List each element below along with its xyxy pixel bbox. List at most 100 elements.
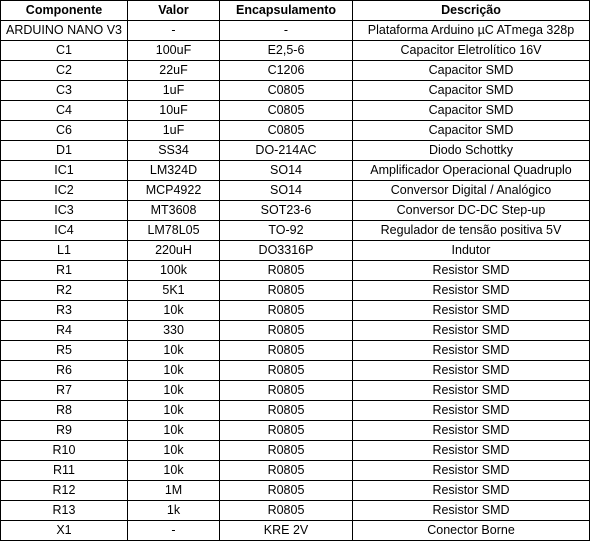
- encapsulamento-cell: R0805: [219, 280, 353, 301]
- descricao-cell: Resistor SMD: [352, 260, 590, 281]
- componente-cell: ARDUINO NANO V3: [0, 20, 128, 41]
- componente-cell: L1: [0, 240, 128, 261]
- table-row: D1 SS34 DO-214AC Diodo Schottky: [0, 140, 590, 161]
- valor-cell: 10k: [127, 460, 220, 481]
- encapsulamento-cell: R0805: [219, 380, 353, 401]
- table-row: C3 1uF C0805 Capacitor SMD: [0, 80, 590, 101]
- table-row: R10 10k R0805 Resistor SMD: [0, 440, 590, 461]
- valor-cell: 10k: [127, 360, 220, 381]
- componente-cell: C3: [0, 80, 128, 101]
- componente-cell: R3: [0, 300, 128, 321]
- componente-cell: R2: [0, 280, 128, 301]
- descricao-cell: Resistor SMD: [352, 300, 590, 321]
- table-row: R12 1M R0805 Resistor SMD: [0, 480, 590, 501]
- table-row: R11 10k R0805 Resistor SMD: [0, 460, 590, 481]
- descricao-cell: Resistor SMD: [352, 320, 590, 341]
- encapsulamento-cell: C0805: [219, 80, 353, 101]
- encapsulamento-cell: R0805: [219, 460, 353, 481]
- table-row: C1 100uF E2,5-6 Capacitor Eletrolítico 16V: [0, 40, 590, 61]
- descricao-cell: Regulador de tensão positiva 5V: [352, 220, 590, 241]
- encapsulamento-cell: KRE 2V: [219, 520, 353, 541]
- table-row: R6 10k R0805 Resistor SMD: [0, 360, 590, 381]
- valor-cell: 10uF: [127, 100, 220, 121]
- valor-cell: LM78L05: [127, 220, 220, 241]
- valor-cell: 10k: [127, 380, 220, 401]
- encapsulamento-cell: R0805: [219, 440, 353, 461]
- table-row: C4 10uF C0805 Capacitor SMD: [0, 100, 590, 121]
- valor-cell: 10k: [127, 340, 220, 361]
- table-row: C2 22uF C1206 Capacitor SMD: [0, 60, 590, 81]
- componente-cell: D1: [0, 140, 128, 161]
- valor-cell: 100uF: [127, 40, 220, 61]
- table-row: IC1 LM324D SO14 Amplificador Operacional Qu…: [0, 160, 590, 181]
- descricao-cell: Resistor SMD: [352, 480, 590, 501]
- componente-cell: R8: [0, 400, 128, 421]
- encapsulamento-cell: C1206: [219, 60, 353, 81]
- descricao-cell: Plataforma Arduino µC ATmega 328p: [352, 20, 590, 41]
- descricao-cell: Capacitor SMD: [352, 120, 590, 141]
- descricao-cell: Resistor SMD: [352, 360, 590, 381]
- encapsulamento-cell: R0805: [219, 420, 353, 441]
- descricao-cell: Indutor: [352, 240, 590, 261]
- componente-cell: IC2: [0, 180, 128, 201]
- encapsulamento-cell: R0805: [219, 360, 353, 381]
- encapsulamento-cell: R0805: [219, 500, 353, 521]
- descricao-cell: Capacitor Eletrolítico 16V: [352, 40, 590, 61]
- table-row: R1 100k R0805 Resistor SMD: [0, 260, 590, 281]
- valor-cell: 5K1: [127, 280, 220, 301]
- componente-cell: R5: [0, 340, 128, 361]
- descricao-cell: Amplificador Operacional Quadruplo: [352, 160, 590, 181]
- descricao-cell: Resistor SMD: [352, 420, 590, 441]
- valor-cell: 10k: [127, 420, 220, 441]
- componente-cell: R9: [0, 420, 128, 441]
- descricao-cell: Resistor SMD: [352, 280, 590, 301]
- encapsulamento-cell: TO-92: [219, 220, 353, 241]
- header-cell-encapsulamento: Encapsulamento: [219, 0, 353, 21]
- descricao-cell: Capacitor SMD: [352, 60, 590, 81]
- valor-cell: -: [127, 520, 220, 541]
- header-cell-componente: Componente: [0, 0, 128, 21]
- componente-cell: X1: [0, 520, 128, 541]
- descricao-cell: Resistor SMD: [352, 500, 590, 521]
- header-cell-valor: Valor: [127, 0, 220, 21]
- valor-cell: -: [127, 20, 220, 41]
- componente-cell: C4: [0, 100, 128, 121]
- descricao-cell: Diodo Schottky: [352, 140, 590, 161]
- table-row: R13 1k R0805 Resistor SMD: [0, 500, 590, 521]
- valor-cell: 1M: [127, 480, 220, 501]
- componente-cell: IC4: [0, 220, 128, 241]
- encapsulamento-cell: SOT23-6: [219, 200, 353, 221]
- valor-cell: 220uH: [127, 240, 220, 261]
- componente-cell: R6: [0, 360, 128, 381]
- encapsulamento-cell: DO3316P: [219, 240, 353, 261]
- valor-cell: LM324D: [127, 160, 220, 181]
- encapsulamento-cell: E2,5-6: [219, 40, 353, 61]
- descricao-cell: Capacitor SMD: [352, 80, 590, 101]
- componente-cell: C2: [0, 60, 128, 81]
- table-row: R5 10k R0805 Resistor SMD: [0, 340, 590, 361]
- table-row: R9 10k R0805 Resistor SMD: [0, 420, 590, 441]
- descricao-cell: Resistor SMD: [352, 460, 590, 481]
- encapsulamento-cell: R0805: [219, 300, 353, 321]
- table-row: R8 10k R0805 Resistor SMD: [0, 400, 590, 421]
- descricao-cell: Resistor SMD: [352, 340, 590, 361]
- table-row: X1- KRE 2V Conector Borne: [0, 520, 590, 541]
- table-row: ARDUINO NANO V3- - Plataforma Arduino µC A…: [0, 20, 590, 41]
- encapsulamento-cell: SO14: [219, 180, 353, 201]
- valor-cell: 1k: [127, 500, 220, 521]
- valor-cell: 10k: [127, 300, 220, 321]
- valor-cell: 1uF: [127, 120, 220, 141]
- valor-cell: 100k: [127, 260, 220, 281]
- componente-cell: C6: [0, 120, 128, 141]
- descricao-cell: Conversor Digital / Analógico: [352, 180, 590, 201]
- encapsulamento-cell: R0805: [219, 480, 353, 501]
- descricao-cell: Conversor DC-DC Step-up: [352, 200, 590, 221]
- table-row: R3 10k R0805 Resistor SMD: [0, 300, 590, 321]
- descricao-cell: Resistor SMD: [352, 400, 590, 421]
- descricao-cell: Conector Borne: [352, 520, 590, 541]
- componente-cell: R10: [0, 440, 128, 461]
- encapsulamento-cell: DO-214AC: [219, 140, 353, 161]
- table-row: IC2 MCP4922 SO14 Conversor Digital / Analóg…: [0, 180, 590, 201]
- encapsulamento-cell: R0805: [219, 340, 353, 361]
